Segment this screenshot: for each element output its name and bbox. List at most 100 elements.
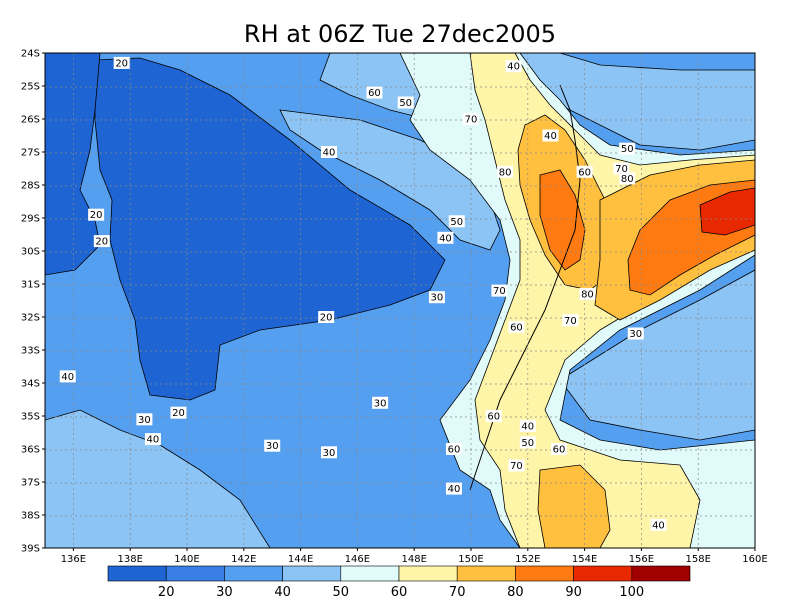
rh-band-20 xyxy=(45,53,101,276)
colorbar-swatch xyxy=(573,565,633,582)
contour-label-bg xyxy=(366,86,383,99)
rh-band-40 xyxy=(559,269,755,441)
contour-label: 20 xyxy=(320,313,333,324)
colorbar-label: 80 xyxy=(507,585,524,600)
lat-tick-label: 33S xyxy=(21,346,40,357)
colorbar-label: 70 xyxy=(449,585,466,600)
lat-tick-label: 24S xyxy=(21,49,40,60)
lat-tick-label: 35S xyxy=(21,412,40,423)
contour-label-bg xyxy=(519,436,536,449)
lon-tick-label: 156E xyxy=(629,554,654,565)
lat-tick-label: 32S xyxy=(21,313,40,324)
colorbar-swatch xyxy=(515,565,574,582)
contour-label-bg xyxy=(88,208,105,221)
contour-label: 40 xyxy=(652,520,665,531)
lat-tick-label: 28S xyxy=(21,181,40,192)
contour-label-bg xyxy=(321,446,337,459)
rh-band-80 xyxy=(539,169,586,271)
rh-band-40 xyxy=(279,109,501,251)
contour-label: 50 xyxy=(521,438,534,449)
contour-label-bg xyxy=(264,439,281,452)
lon-tick-label: 136E xyxy=(61,554,86,565)
colorbar-swatch xyxy=(340,565,400,582)
contour-label: 70 xyxy=(564,316,577,327)
contour-label: 30 xyxy=(629,329,642,340)
contour-label: 30 xyxy=(431,293,444,304)
contour-label-bg xyxy=(136,413,153,426)
contour-label-bg xyxy=(463,113,479,125)
lat-tick-label: 27S xyxy=(21,148,40,159)
contour-label-bg xyxy=(170,406,187,419)
contour-label: 30 xyxy=(266,441,279,452)
contour-label: 20 xyxy=(95,237,108,248)
contour-label: 20 xyxy=(115,58,128,69)
contour-label-bg xyxy=(485,410,502,422)
colorbar-label: 60 xyxy=(391,585,408,600)
contour-label-bg xyxy=(445,443,462,455)
colorbar-swatch xyxy=(631,565,691,582)
colorbar-label: 100 xyxy=(619,585,644,600)
contour-label: 60 xyxy=(578,167,591,178)
longitude-axis: 136E 138E 140E 142E 144E 146E 148E 150E 152E 154E… xyxy=(61,548,768,565)
contour-label: 40 xyxy=(448,484,461,495)
contour-label: 30 xyxy=(323,448,336,459)
contour-label-bg xyxy=(627,327,644,340)
contour-label: 30 xyxy=(374,398,387,409)
rh-band-90 xyxy=(699,187,755,236)
contour-label: 70 xyxy=(465,115,478,126)
contour-label-bg xyxy=(619,142,636,155)
contour-label-bg xyxy=(579,287,596,300)
contour-label: 40 xyxy=(521,421,534,432)
lat-tick-label: 26S xyxy=(21,115,40,126)
contour-label-bg xyxy=(321,146,337,158)
contour-label: 60 xyxy=(553,445,566,456)
rh-band-20 xyxy=(94,57,446,401)
contour-label-bg xyxy=(519,419,536,432)
lat-tick-label: 29S xyxy=(21,214,40,225)
map-title: RH at 06Z Tue 27dec2005 xyxy=(244,20,556,48)
contour-label-bg xyxy=(562,314,579,327)
contour-label-bg xyxy=(448,215,465,228)
contour-label-bg xyxy=(650,518,667,531)
lon-tick-label: 148E xyxy=(401,554,426,565)
colorbar-label: 30 xyxy=(216,585,233,600)
lon-tick-label: 160E xyxy=(742,554,767,565)
contour-label-bg xyxy=(397,96,414,109)
lat-tick-label: 37S xyxy=(21,478,40,489)
contour-label-bg xyxy=(318,311,335,323)
lon-tick-label: 152E xyxy=(515,554,540,565)
lat-tick-label: 25S xyxy=(21,82,40,93)
contour-label-bg xyxy=(113,56,130,69)
contour-label: 60 xyxy=(487,412,500,423)
contour-label: 80 xyxy=(581,289,594,300)
lat-tick-label: 38S xyxy=(21,511,40,522)
contour-label: 40 xyxy=(439,233,452,244)
contour-label: 40 xyxy=(544,131,557,142)
lat-tick-label: 30S xyxy=(21,247,40,258)
rh-band-40 xyxy=(519,53,755,151)
rh-band-40 xyxy=(45,409,271,548)
contour-label: 50 xyxy=(399,98,412,109)
contour-label-bg xyxy=(445,482,462,495)
coastline xyxy=(469,84,581,491)
colorbar-swatch xyxy=(282,565,342,582)
contour-label-bg xyxy=(505,60,522,73)
colorbar: 20 30 40 50 60 70 80 90 100 xyxy=(107,565,691,600)
lat-tick-label: 34S xyxy=(21,379,40,390)
gridlines xyxy=(45,53,755,548)
colorbar-label: 50 xyxy=(333,585,350,600)
contour-label: 70 xyxy=(615,164,628,175)
colorbar-swatch xyxy=(456,565,516,582)
lon-tick-label: 138E xyxy=(117,554,142,565)
contour-label: 50 xyxy=(621,144,634,155)
contour-label-bg xyxy=(576,165,593,178)
contour-label-bg xyxy=(542,129,559,142)
lon-tick-label: 144E xyxy=(288,554,313,565)
lat-tick-label: 39S xyxy=(21,544,40,555)
contour-label: 70 xyxy=(510,461,523,472)
rh-band-70 xyxy=(537,464,611,548)
lon-tick-label: 140E xyxy=(174,554,199,565)
contour-label: 20 xyxy=(172,408,185,419)
lon-tick-label: 154E xyxy=(572,554,597,565)
contour-label-bg xyxy=(93,235,110,248)
